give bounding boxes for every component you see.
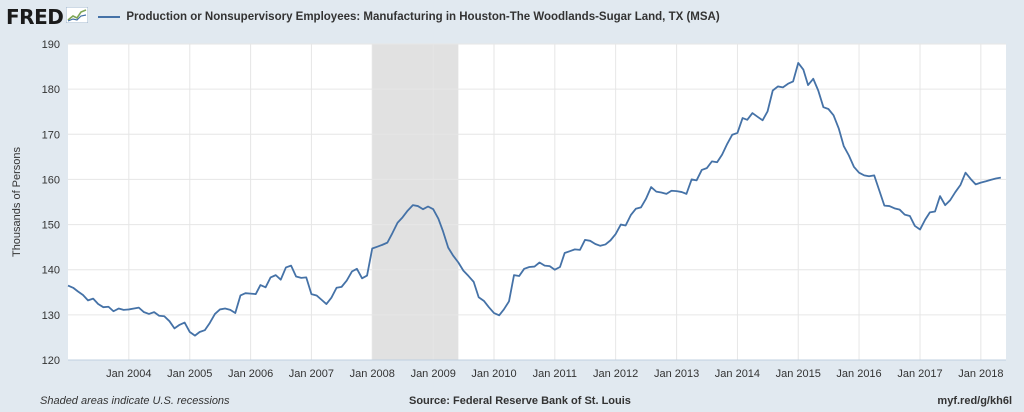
legend-label[interactable]: Production or Nonsupervisory Employees: … bbox=[126, 11, 720, 23]
x-tick-label: Jan 2017 bbox=[897, 368, 942, 380]
x-tick-label: Jan 2004 bbox=[106, 368, 151, 380]
x-tick-label: Jan 2011 bbox=[533, 368, 577, 380]
y-tick-label: 180 bbox=[42, 84, 60, 96]
x-tick-label: Jan 2018 bbox=[958, 368, 1003, 380]
line-chart[interactable]: 120 130 140 150 160 170 180 190 Jan 2004 Jan 2005… bbox=[0, 30, 1024, 390]
recession-note: Shaded areas indicate U.S. recessions bbox=[40, 395, 230, 407]
x-tick-label: Jan 2006 bbox=[228, 368, 273, 380]
x-tick-label: Jan 2010 bbox=[471, 368, 516, 380]
plot-background bbox=[68, 44, 1006, 360]
x-tick-label: Jan 2014 bbox=[715, 368, 760, 380]
y-tick-label: 140 bbox=[42, 265, 60, 277]
y-tick-label: 170 bbox=[42, 129, 60, 141]
legend-swatch bbox=[98, 16, 121, 18]
source-label: Source: Federal Reserve Bank of St. Loui… bbox=[409, 395, 631, 407]
y-tick-label: 120 bbox=[42, 355, 60, 367]
y-tick-label: 160 bbox=[42, 174, 60, 186]
fred-logo[interactable]: FRED bbox=[6, 5, 64, 29]
y-tick-label: 190 bbox=[42, 39, 60, 51]
series-line[interactable] bbox=[67, 62, 1001, 337]
x-tick-label: Jan 2013 bbox=[654, 368, 699, 380]
y-tick-label: 150 bbox=[42, 220, 60, 232]
chart-header: FRED Production or Nonsupervisory Employ… bbox=[6, 4, 720, 30]
x-tick-label: Jan 2007 bbox=[289, 368, 334, 380]
x-tick-label: Jan 2009 bbox=[411, 368, 456, 380]
x-tick-label: Jan 2005 bbox=[167, 368, 212, 380]
chart-icon bbox=[65, 6, 89, 28]
recession-shade bbox=[372, 44, 459, 360]
short-link[interactable]: myf.red/g/kh6l bbox=[937, 395, 1012, 407]
plot-area: 120 130 140 150 160 170 180 190 Jan 2004 Jan 2005… bbox=[0, 30, 1024, 390]
x-tick-label: Jan 2012 bbox=[593, 368, 638, 380]
x-tick-label: Jan 2016 bbox=[836, 368, 881, 380]
x-tick-label: Jan 2008 bbox=[350, 368, 395, 380]
x-tick-label: Jan 2015 bbox=[776, 368, 821, 380]
chart-footer: Shaded areas indicate U.S. recessions So… bbox=[0, 390, 1024, 412]
y-axis-label: Thousands of Persons bbox=[11, 146, 23, 257]
y-tick-label: 130 bbox=[42, 310, 60, 322]
